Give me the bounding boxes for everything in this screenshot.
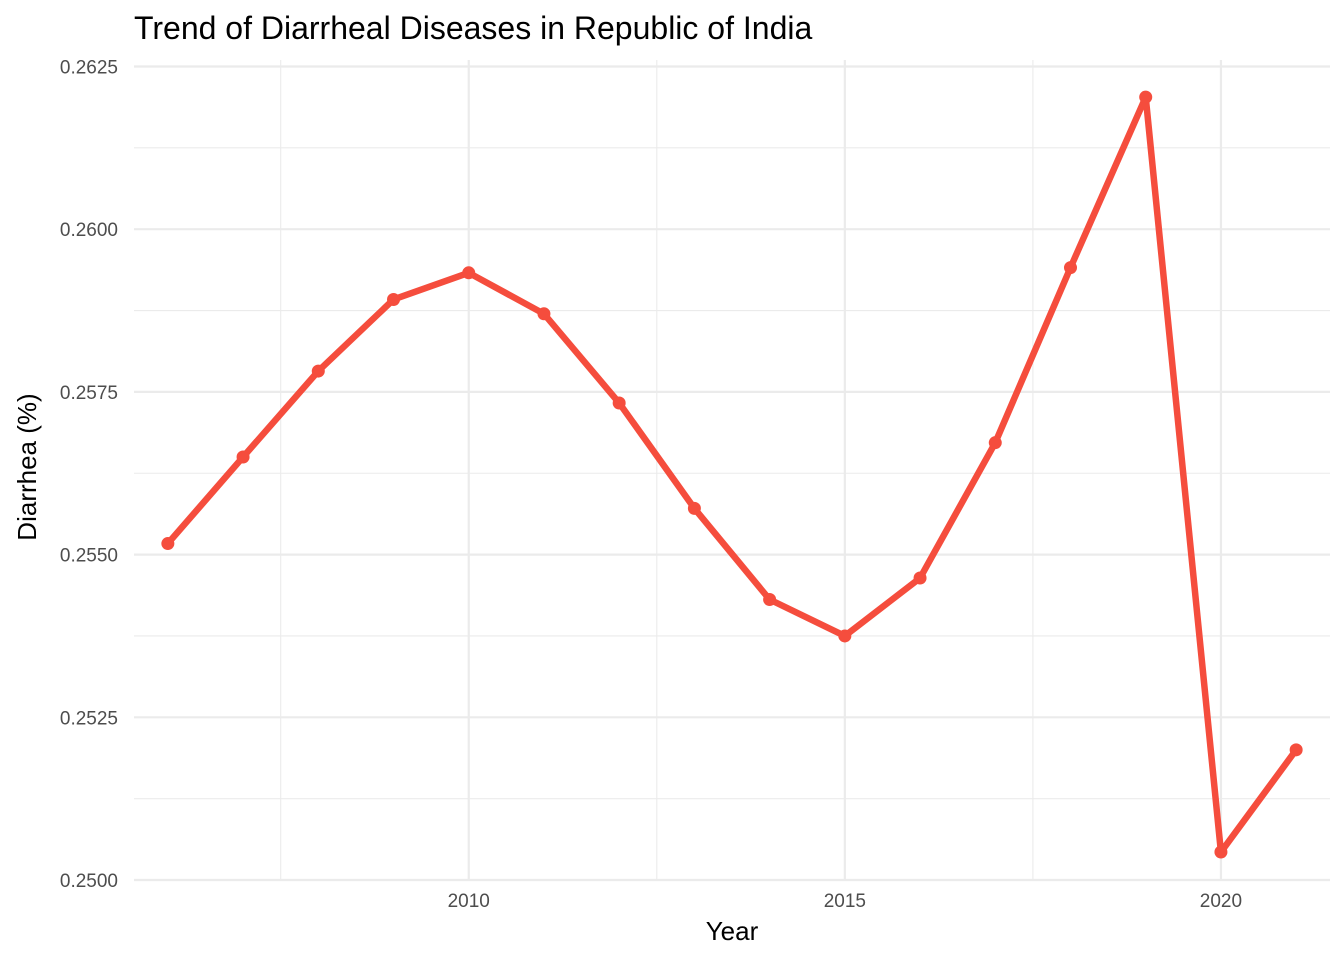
x-axis-title: Year xyxy=(706,916,759,946)
data-point xyxy=(1214,845,1228,859)
y-tick-label: 0.2550 xyxy=(60,546,118,567)
y-tick-label: 0.2500 xyxy=(60,871,118,892)
y-tick-label: 0.2525 xyxy=(60,708,118,729)
y-axis-tick-labels: 0.2500 0.2525 0.2550 0.2575 0.2600 0.2625 xyxy=(60,58,118,892)
y-tick-label: 0.2625 xyxy=(60,58,118,79)
data-point xyxy=(1139,90,1153,104)
data-point xyxy=(763,593,777,607)
chart-title: Trend of Diarrheal Diseases in Republic … xyxy=(134,10,812,46)
data-point xyxy=(462,266,476,280)
data-point xyxy=(1063,261,1077,275)
y-tick-label: 0.2575 xyxy=(60,383,118,404)
series-line xyxy=(165,93,1299,856)
x-tick-label: 2020 xyxy=(1200,891,1242,912)
data-point xyxy=(387,292,401,306)
data-point xyxy=(687,501,701,515)
data-point xyxy=(161,537,175,551)
x-tick-label: 2010 xyxy=(448,891,490,912)
data-point xyxy=(311,364,325,378)
data-point xyxy=(537,307,551,321)
x-tick-label: 2015 xyxy=(824,891,866,912)
data-point xyxy=(612,396,626,410)
y-tick-label: 0.2600 xyxy=(60,220,118,241)
data-point xyxy=(988,436,1002,450)
data-point xyxy=(913,571,927,585)
y-axis-title: Diarrhea (%) xyxy=(12,393,42,540)
x-axis-tick-labels: 2010 2015 2020 xyxy=(448,891,1242,912)
data-point xyxy=(838,629,852,643)
data-point xyxy=(236,450,250,464)
data-point xyxy=(1289,743,1303,757)
grid xyxy=(134,60,1330,882)
series-layer xyxy=(161,90,1303,859)
